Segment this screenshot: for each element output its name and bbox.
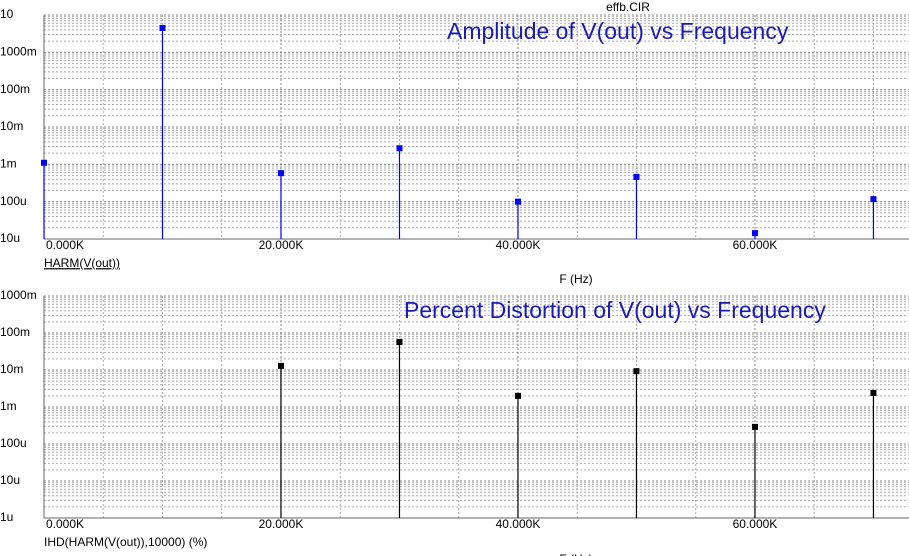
y-tick-label: 10m — [0, 119, 23, 133]
stem-marker — [633, 173, 640, 180]
stem-marker — [870, 389, 877, 396]
stem-marker — [41, 159, 47, 166]
y-tick-label: 10u — [0, 231, 20, 245]
stem-marker — [751, 230, 758, 237]
y-tick-label: 1m — [0, 399, 17, 413]
y-tick-label: 1u — [0, 510, 13, 524]
y-tick-label: 10m — [0, 362, 23, 376]
stem-marker — [277, 170, 284, 177]
y-tick-label: 10u — [0, 473, 20, 487]
stem-marker — [514, 198, 521, 205]
x-tick-label: 60.000K — [733, 517, 778, 531]
y-tick-label: 10 — [0, 7, 14, 21]
x-tick-label: 20.000K — [259, 238, 304, 252]
chart-title: Amplitude of V(out) vs Frequency — [447, 18, 789, 44]
y-tick-label: 100m — [0, 325, 30, 339]
x-tick-label: 0.000K — [46, 238, 84, 252]
y-tick-label: 100u — [0, 194, 27, 208]
x-tick-label: 40.000K — [496, 517, 541, 531]
x-tick-label: 20.000K — [259, 517, 304, 531]
x-tick-label: 0.000K — [46, 517, 84, 531]
y-tick-label: 1m — [0, 157, 17, 171]
y-tick-label: 1000m — [0, 45, 37, 59]
stem-marker — [396, 339, 403, 346]
stem-marker — [159, 24, 166, 31]
x-axis-label: F (Hz) — [559, 272, 592, 286]
stem-marker — [277, 362, 284, 369]
chart-title: Percent Distortion of V(out) vs Frequenc… — [404, 297, 826, 323]
x-tick-label: 60.000K — [733, 238, 778, 252]
y-tick-label: 100u — [0, 436, 27, 450]
stem-marker — [633, 368, 640, 375]
y-tick-label: 100m — [0, 82, 30, 96]
series-label: HARM(V(out)) — [44, 256, 120, 270]
stem-marker — [396, 145, 403, 152]
y-tick-label: 1000m — [0, 288, 37, 302]
stem-marker — [751, 423, 758, 430]
x-tick-label: 40.000K — [496, 238, 541, 252]
stem-marker — [870, 196, 877, 203]
stem-marker — [514, 392, 521, 399]
x-axis-label: F (Hz) — [559, 552, 592, 556]
file-name: effb.CIR — [606, 0, 650, 14]
series-label: IHD(HARM(V(out)),10000) (%) — [44, 535, 207, 549]
